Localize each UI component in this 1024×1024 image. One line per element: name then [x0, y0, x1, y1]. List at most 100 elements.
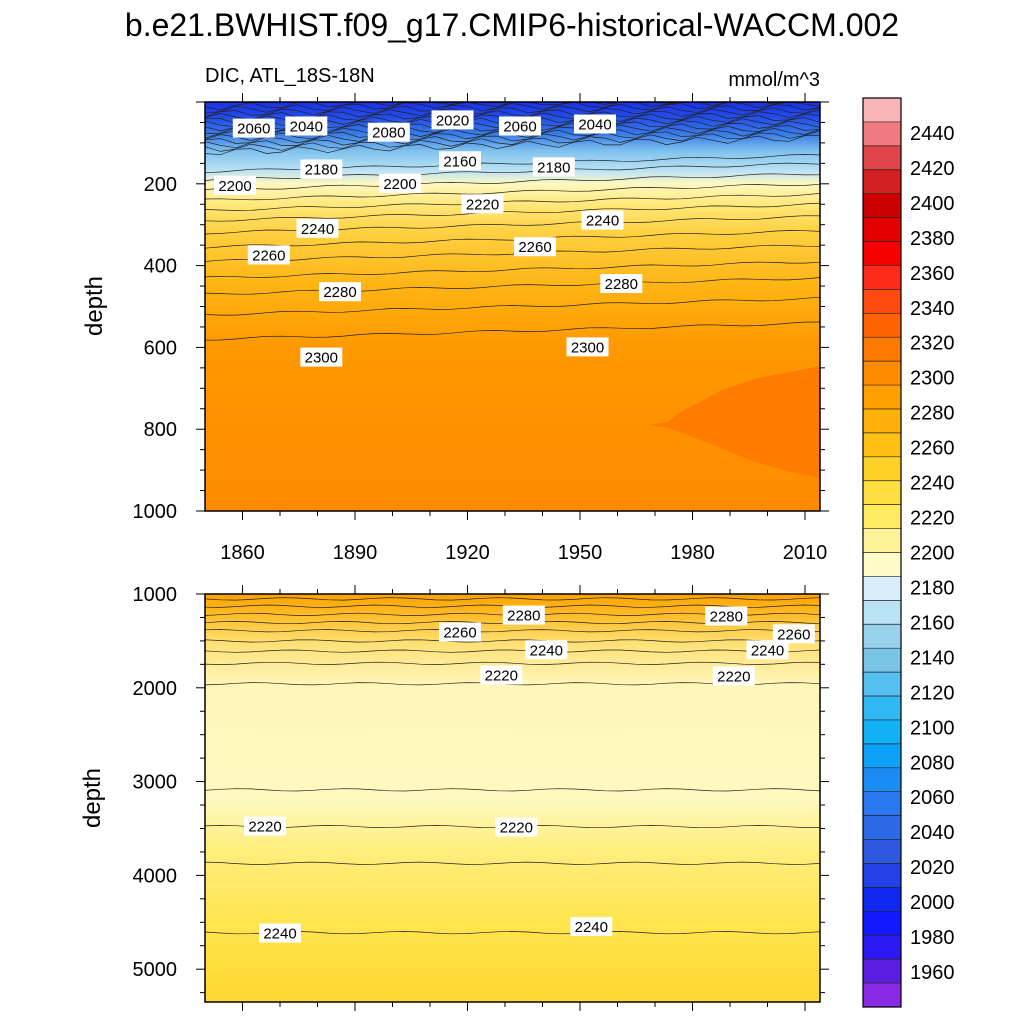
- colorbar-label: 2440: [910, 123, 955, 145]
- colorbar-label: 2320: [910, 333, 955, 355]
- contour-label-bg: [532, 157, 575, 177]
- variable-region-subtitle: DIC, ATL_18S-18N: [205, 65, 375, 87]
- contour-label-text: 2300: [571, 339, 604, 356]
- contour-label-bg: [247, 245, 290, 265]
- contour-label: 2260: [247, 245, 290, 265]
- y-tick-label: 1000: [133, 584, 178, 606]
- contour-line: [204, 193, 821, 211]
- contour-label-text: 2260: [518, 239, 551, 256]
- contour-label-bg: [300, 159, 343, 179]
- colorbar-frame: [862, 97, 902, 1008]
- y-tick-label: 600: [144, 337, 177, 359]
- colorbar-label: 2260: [910, 438, 955, 460]
- colorbar-label: 2220: [910, 508, 955, 530]
- x-tick-label: 1980: [670, 542, 715, 564]
- upper-ylabel: depth: [81, 276, 108, 336]
- contour-label: 2240: [525, 640, 568, 660]
- contour-label: 2240: [570, 917, 613, 936]
- contour-label-bg: [232, 118, 275, 138]
- colorbar-swatch: [863, 600, 901, 625]
- colorbar-swatch: [863, 911, 901, 936]
- contour-line: [204, 130, 821, 152]
- contour-label-bg: [214, 175, 256, 195]
- colorbar-label: 1980: [910, 927, 955, 949]
- contour-label: 2300: [566, 337, 609, 357]
- y-tick-label: 2000: [133, 678, 178, 700]
- contour-label: 2060: [232, 118, 275, 138]
- contour-label-text: 2220: [248, 819, 281, 836]
- colorbar-label: 2300: [910, 368, 955, 390]
- colorbar-label: 2400: [910, 193, 955, 215]
- y-tick-label: 4000: [133, 865, 178, 887]
- contour-label: 2060: [499, 116, 541, 136]
- contour-line: [204, 788, 821, 792]
- contour-line: [204, 661, 821, 665]
- contour-label: 2200: [379, 173, 421, 193]
- colorbar-label: 2200: [910, 543, 955, 565]
- colorbar-label: 2180: [910, 578, 955, 600]
- contour-line: [204, 597, 821, 601]
- colorbar-swatch: [863, 983, 901, 1008]
- contour-label-text: 2280: [710, 609, 743, 626]
- lower-axis-ticks: 1000 2000 3000 4000 5000: [133, 584, 829, 1011]
- contour-label-bg: [525, 640, 568, 660]
- contour-label-bg: [461, 194, 504, 214]
- contour-label: 2220: [495, 817, 538, 837]
- colorbar-swatch: [863, 408, 901, 434]
- contour-label-text: 2260: [252, 247, 285, 264]
- contour-label-text: 2240: [301, 221, 334, 238]
- contour-label: 2300: [300, 347, 343, 367]
- contour-label-text: 2240: [575, 919, 608, 936]
- colorbar-swatch: [863, 576, 901, 601]
- contour-label-text: 2040: [578, 117, 611, 134]
- colorbar-swatch: [863, 767, 901, 793]
- colorbar-label: 2120: [910, 682, 955, 704]
- contour-label: 2280: [600, 274, 643, 293]
- colorbar-label: 2060: [910, 787, 955, 809]
- contour-label-text: 2040: [290, 119, 323, 136]
- colorbar-swatch: [863, 743, 901, 769]
- contour-label-text: 2180: [305, 162, 338, 179]
- colorbar-swatch: [863, 480, 901, 506]
- upper-depth-panel: 2060 2040 2080 2020 2060 2040 2180 2160 2180 2200…: [81, 93, 829, 564]
- colorbar-swatch: [863, 361, 901, 386]
- contour-label-text: 2200: [383, 176, 416, 193]
- contour-label-bg: [495, 817, 538, 837]
- contour-label-bg: [367, 122, 410, 142]
- contour-label: 2180: [300, 159, 343, 179]
- colorbar-label: 2000: [910, 892, 955, 914]
- contour-label-text: 2240: [751, 642, 784, 659]
- y-tick-label: 1000: [133, 501, 178, 523]
- contour-label: 2280: [502, 605, 545, 625]
- colorbar-swatch: [863, 193, 901, 218]
- contour-label-bg: [259, 923, 301, 943]
- colorbar-swatch: [863, 887, 901, 912]
- contour-label-bg: [502, 605, 545, 625]
- y-tick-label: 200: [144, 174, 177, 196]
- contour-label-text: 2300: [305, 350, 338, 367]
- contour-line: [204, 861, 821, 865]
- colorbar-label: 2420: [910, 158, 955, 180]
- contour-label: 2020: [431, 110, 474, 130]
- contour-label-bg: [566, 337, 609, 357]
- x-tick-label: 1950: [558, 542, 603, 564]
- colorbar-label: 2160: [910, 612, 955, 634]
- contour-label-bg: [772, 624, 815, 644]
- contour-label-bg: [570, 917, 613, 936]
- contour-label: 2260: [439, 622, 481, 642]
- contour-label: 2240: [296, 218, 339, 238]
- colorbar-swatch: [863, 432, 901, 458]
- contour-label-text: 2260: [777, 626, 810, 643]
- y-tick-label: 3000: [133, 772, 178, 794]
- x-tick-label: 1860: [220, 542, 265, 564]
- colorbar-swatch: [863, 385, 901, 410]
- contour-label-bg: [300, 347, 343, 367]
- x-tick-label: 1920: [445, 542, 490, 564]
- contour-label: 2040: [574, 114, 616, 134]
- contour-label-bg: [480, 665, 523, 685]
- contour-line: [204, 128, 821, 149]
- contour-label: 2220: [480, 665, 523, 685]
- contour-label: 2040: [285, 116, 328, 136]
- contour-line: [204, 202, 821, 222]
